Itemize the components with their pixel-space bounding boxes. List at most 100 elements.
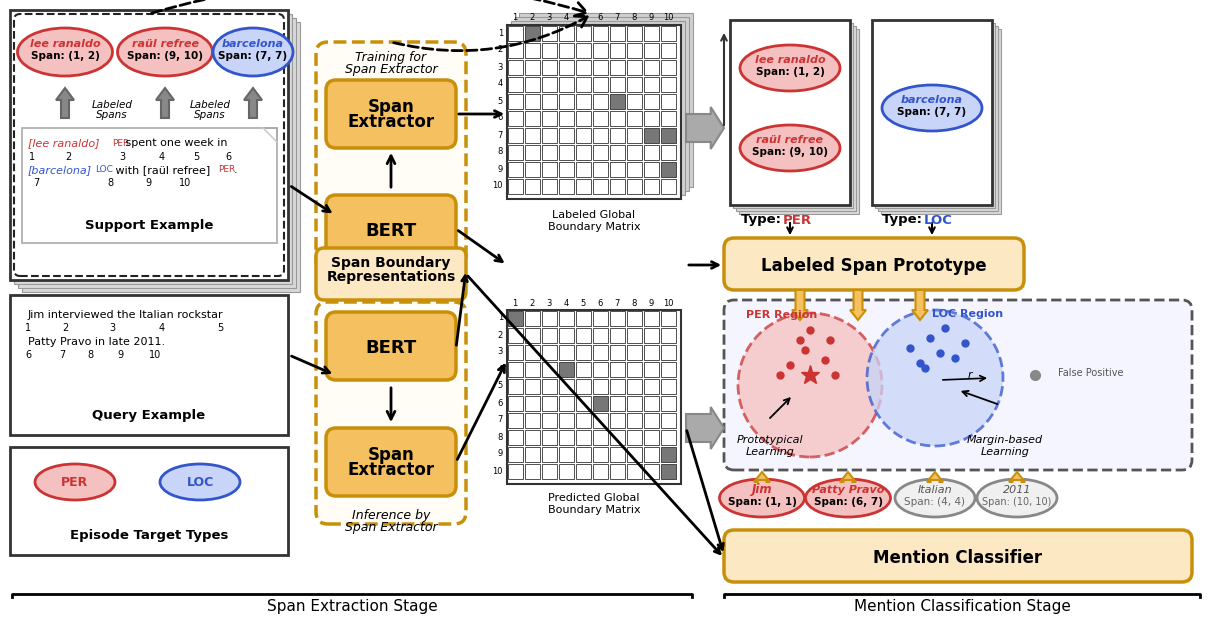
Text: LOC Region: LOC Region xyxy=(932,309,1004,319)
Bar xyxy=(511,21,685,195)
Bar xyxy=(626,430,642,445)
Text: 5: 5 xyxy=(193,152,199,162)
Bar xyxy=(15,14,293,284)
Bar xyxy=(609,145,625,160)
Bar xyxy=(524,345,540,360)
Bar xyxy=(541,311,557,326)
Text: Span Extraction Stage: Span Extraction Stage xyxy=(267,598,437,614)
Text: Boundary Matrix: Boundary Matrix xyxy=(548,222,640,232)
Bar xyxy=(541,413,557,428)
Bar xyxy=(592,26,608,41)
Text: 1: 1 xyxy=(498,313,503,323)
Bar xyxy=(609,77,625,92)
Bar xyxy=(575,328,591,343)
Bar xyxy=(643,328,659,343)
Text: 2011: 2011 xyxy=(1003,485,1031,495)
Text: Learning: Learning xyxy=(981,447,1029,457)
Bar xyxy=(592,362,608,377)
Bar xyxy=(626,179,642,194)
Bar xyxy=(643,413,659,428)
Bar xyxy=(541,396,557,411)
Text: 8: 8 xyxy=(107,178,113,188)
Bar xyxy=(643,43,659,58)
FancyBboxPatch shape xyxy=(316,248,466,300)
Bar xyxy=(609,26,625,41)
Bar xyxy=(10,447,288,555)
Text: Patty Pravo in late 2011.: Patty Pravo in late 2011. xyxy=(28,337,165,347)
Bar xyxy=(626,162,642,177)
Bar xyxy=(507,464,523,479)
Bar xyxy=(643,26,659,41)
Text: Labeled: Labeled xyxy=(91,100,132,110)
Bar xyxy=(507,413,523,428)
Text: PER Region: PER Region xyxy=(747,310,817,320)
Bar xyxy=(643,60,659,75)
Bar xyxy=(592,413,608,428)
Text: Labeled Span Prototype: Labeled Span Prototype xyxy=(761,257,987,275)
FancyArrow shape xyxy=(1009,472,1025,482)
Text: lee ranaldo: lee ranaldo xyxy=(29,39,101,49)
Bar xyxy=(592,128,608,143)
Text: 2: 2 xyxy=(498,46,503,54)
Bar xyxy=(872,20,992,205)
Bar xyxy=(22,22,300,292)
Bar xyxy=(507,60,523,75)
Text: with [raül refree]: with [raül refree] xyxy=(112,165,210,175)
Text: BERT: BERT xyxy=(365,222,416,240)
Text: 10: 10 xyxy=(178,178,191,188)
Text: 10: 10 xyxy=(663,14,674,22)
Bar xyxy=(524,60,540,75)
Bar xyxy=(520,13,693,187)
Bar xyxy=(609,379,625,394)
Bar xyxy=(507,396,523,411)
Bar xyxy=(524,311,540,326)
Text: 3: 3 xyxy=(498,62,503,72)
Text: Span: (1, 1): Span: (1, 1) xyxy=(727,497,796,507)
Bar xyxy=(660,26,676,41)
FancyBboxPatch shape xyxy=(316,42,466,272)
FancyArrow shape xyxy=(686,407,724,449)
Text: 7: 7 xyxy=(498,415,503,425)
Bar xyxy=(575,311,591,326)
FancyArrow shape xyxy=(754,472,770,482)
Bar xyxy=(626,413,642,428)
Text: Extractor: Extractor xyxy=(347,461,435,479)
Bar xyxy=(660,128,676,143)
Text: Labeled: Labeled xyxy=(189,100,231,110)
Bar xyxy=(22,128,277,243)
Bar xyxy=(541,162,557,177)
Bar xyxy=(541,128,557,143)
Bar xyxy=(558,43,574,58)
Text: r: r xyxy=(968,370,972,380)
Bar xyxy=(609,111,625,126)
Bar xyxy=(660,179,676,194)
Bar xyxy=(626,311,642,326)
Bar xyxy=(643,128,659,143)
Bar xyxy=(626,94,642,109)
Bar xyxy=(507,111,523,126)
Text: Span: (10, 10): Span: (10, 10) xyxy=(982,497,1051,507)
Bar xyxy=(507,345,523,360)
Bar xyxy=(878,26,998,211)
Text: 1: 1 xyxy=(29,152,35,162)
Text: Span: (1, 2): Span: (1, 2) xyxy=(755,67,824,77)
Bar xyxy=(541,26,557,41)
Text: Mention Classifier: Mention Classifier xyxy=(873,549,1043,567)
Bar xyxy=(660,328,676,343)
Bar xyxy=(660,345,676,360)
FancyBboxPatch shape xyxy=(327,312,456,380)
Text: 10: 10 xyxy=(493,182,503,190)
Text: PER: PER xyxy=(783,213,812,227)
Bar xyxy=(558,111,574,126)
Text: 9: 9 xyxy=(498,449,503,459)
FancyBboxPatch shape xyxy=(327,80,456,148)
Bar xyxy=(592,311,608,326)
Text: 7: 7 xyxy=(498,130,503,140)
Text: 5: 5 xyxy=(217,323,223,333)
Text: 8: 8 xyxy=(87,350,93,360)
Bar xyxy=(609,60,625,75)
Text: Span: (7, 7): Span: (7, 7) xyxy=(219,51,288,61)
Bar xyxy=(660,145,676,160)
Text: Patty Pravo: Patty Pravo xyxy=(812,485,884,495)
Bar xyxy=(558,77,574,92)
